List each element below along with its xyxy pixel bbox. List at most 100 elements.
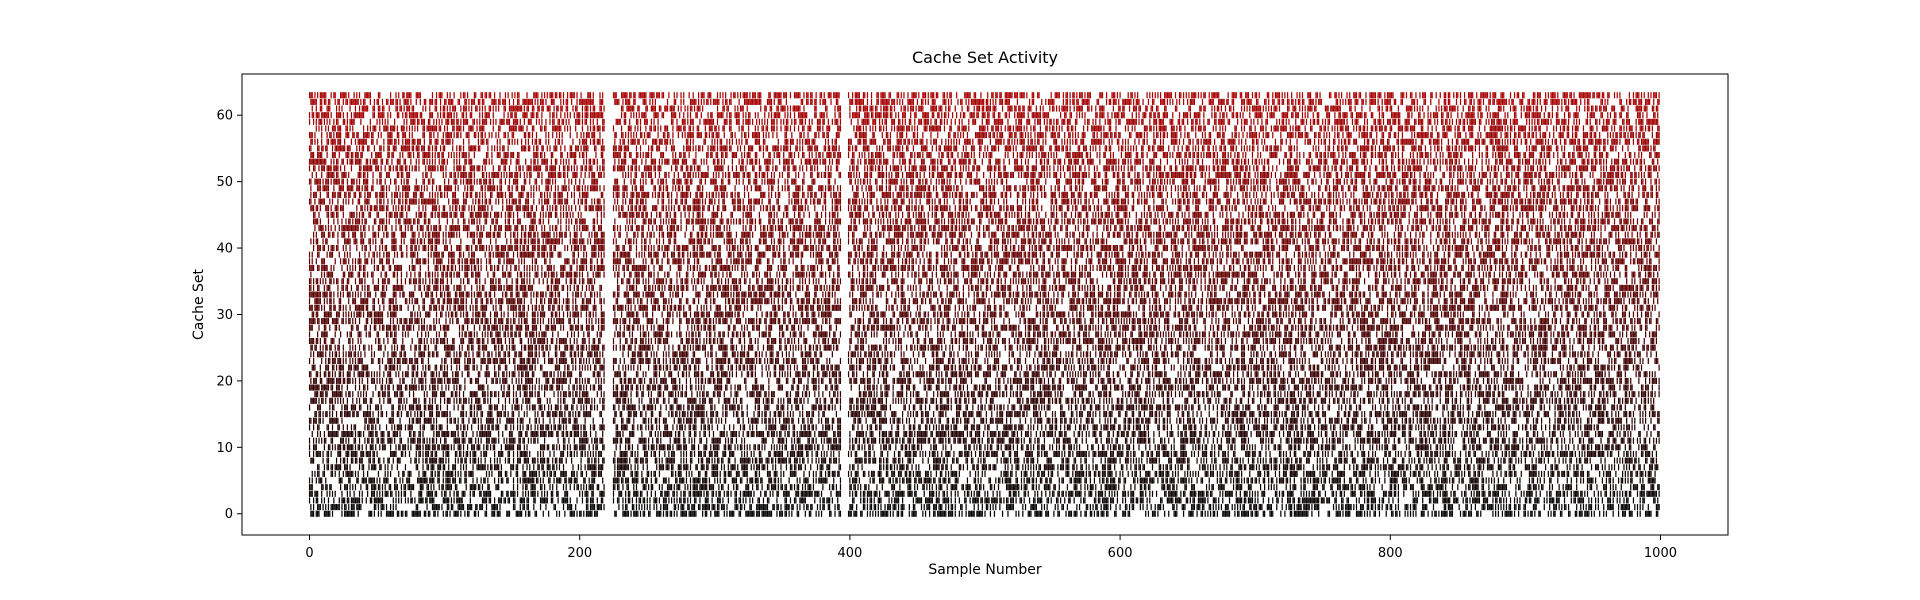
activity-mark [405, 192, 406, 198]
activity-mark [337, 345, 338, 351]
activity-mark [352, 152, 353, 158]
activity-mark [322, 331, 323, 337]
activity-mark [386, 225, 387, 231]
activity-mark [314, 192, 315, 198]
activity-mark [376, 285, 377, 291]
activity-mark [422, 105, 423, 111]
activity-mark [483, 431, 484, 437]
activity-mark [328, 172, 329, 178]
activity-mark [402, 404, 403, 410]
activity-mark [437, 471, 438, 477]
activity-mark [520, 451, 521, 457]
activity-mark [356, 504, 357, 510]
activity-mark [424, 185, 425, 191]
activity-mark [510, 285, 511, 291]
activity-mark [374, 105, 375, 111]
activity-mark [408, 444, 409, 450]
activity-mark [508, 451, 509, 457]
activity-mark [395, 165, 396, 171]
activity-mark [372, 358, 373, 364]
activity-mark [439, 411, 440, 417]
activity-mark [312, 345, 313, 351]
activity-mark [435, 444, 436, 450]
activity-mark [339, 504, 340, 510]
activity-mark [482, 185, 483, 191]
activity-mark [459, 285, 460, 291]
activity-mark [389, 139, 390, 145]
activity-mark [401, 491, 402, 497]
activity-mark [394, 331, 395, 337]
activity-mark [482, 245, 483, 251]
activity-mark [518, 192, 519, 198]
activity-mark [356, 145, 357, 151]
activity-mark [491, 378, 492, 384]
activity-mark [458, 258, 459, 264]
activity-mark [386, 424, 387, 430]
activity-mark [409, 112, 410, 118]
activity-mark [444, 431, 445, 437]
activity-mark [397, 365, 398, 371]
activity-mark [339, 471, 340, 477]
activity-mark [439, 424, 440, 430]
activity-mark [505, 132, 506, 138]
activity-mark [466, 318, 467, 324]
activity-mark [310, 511, 311, 517]
activity-mark [421, 497, 422, 503]
activity-mark [444, 105, 445, 111]
activity-mark [472, 272, 473, 278]
activity-mark [455, 212, 456, 218]
activity-mark [313, 245, 314, 251]
activity-mark [402, 205, 403, 211]
activity-mark [387, 139, 388, 145]
activity-mark [453, 351, 454, 357]
activity-mark [321, 358, 322, 364]
activity-mark [435, 471, 436, 477]
activity-mark [485, 311, 486, 317]
activity-mark [320, 418, 321, 424]
activity-mark [452, 391, 453, 397]
activity-mark [366, 198, 367, 204]
activity-mark [312, 305, 313, 311]
activity-mark [467, 192, 468, 198]
activity-mark [402, 252, 403, 258]
activity-mark [389, 391, 390, 397]
activity-mark [521, 338, 522, 344]
activity-mark [448, 378, 449, 384]
activity-mark [483, 125, 484, 131]
activity-mark [455, 198, 456, 204]
activity-mark [333, 185, 334, 191]
activity-mark [432, 444, 433, 450]
activity-mark [312, 92, 313, 98]
activity-mark [335, 444, 336, 450]
activity-mark [368, 411, 369, 417]
activity-mark [508, 384, 509, 390]
activity-mark [508, 285, 509, 291]
activity-mark [467, 185, 468, 191]
activity-mark [395, 238, 396, 244]
activity-mark [404, 378, 405, 384]
activity-mark [518, 99, 519, 105]
activity-mark [410, 318, 411, 324]
activity-mark [394, 265, 395, 271]
activity-mark [521, 351, 522, 357]
activity-mark [479, 145, 480, 151]
activity-mark [374, 298, 375, 304]
activity-mark [409, 418, 410, 424]
activity-mark [487, 351, 488, 357]
activity-mark [491, 464, 492, 470]
activity-mark [493, 272, 494, 278]
activity-mark [328, 358, 329, 364]
activity-mark [435, 378, 436, 384]
activity-mark [520, 105, 521, 111]
activity-mark [498, 484, 499, 490]
activity-mark [378, 497, 379, 503]
activity-mark [414, 218, 415, 224]
activity-mark [321, 305, 322, 311]
activity-mark [476, 125, 477, 131]
activity-mark [476, 365, 477, 371]
activity-mark [371, 165, 372, 171]
activity-mark [310, 159, 311, 165]
activity-mark [354, 179, 355, 185]
activity-mark [459, 325, 460, 331]
activity-mark [322, 504, 323, 510]
